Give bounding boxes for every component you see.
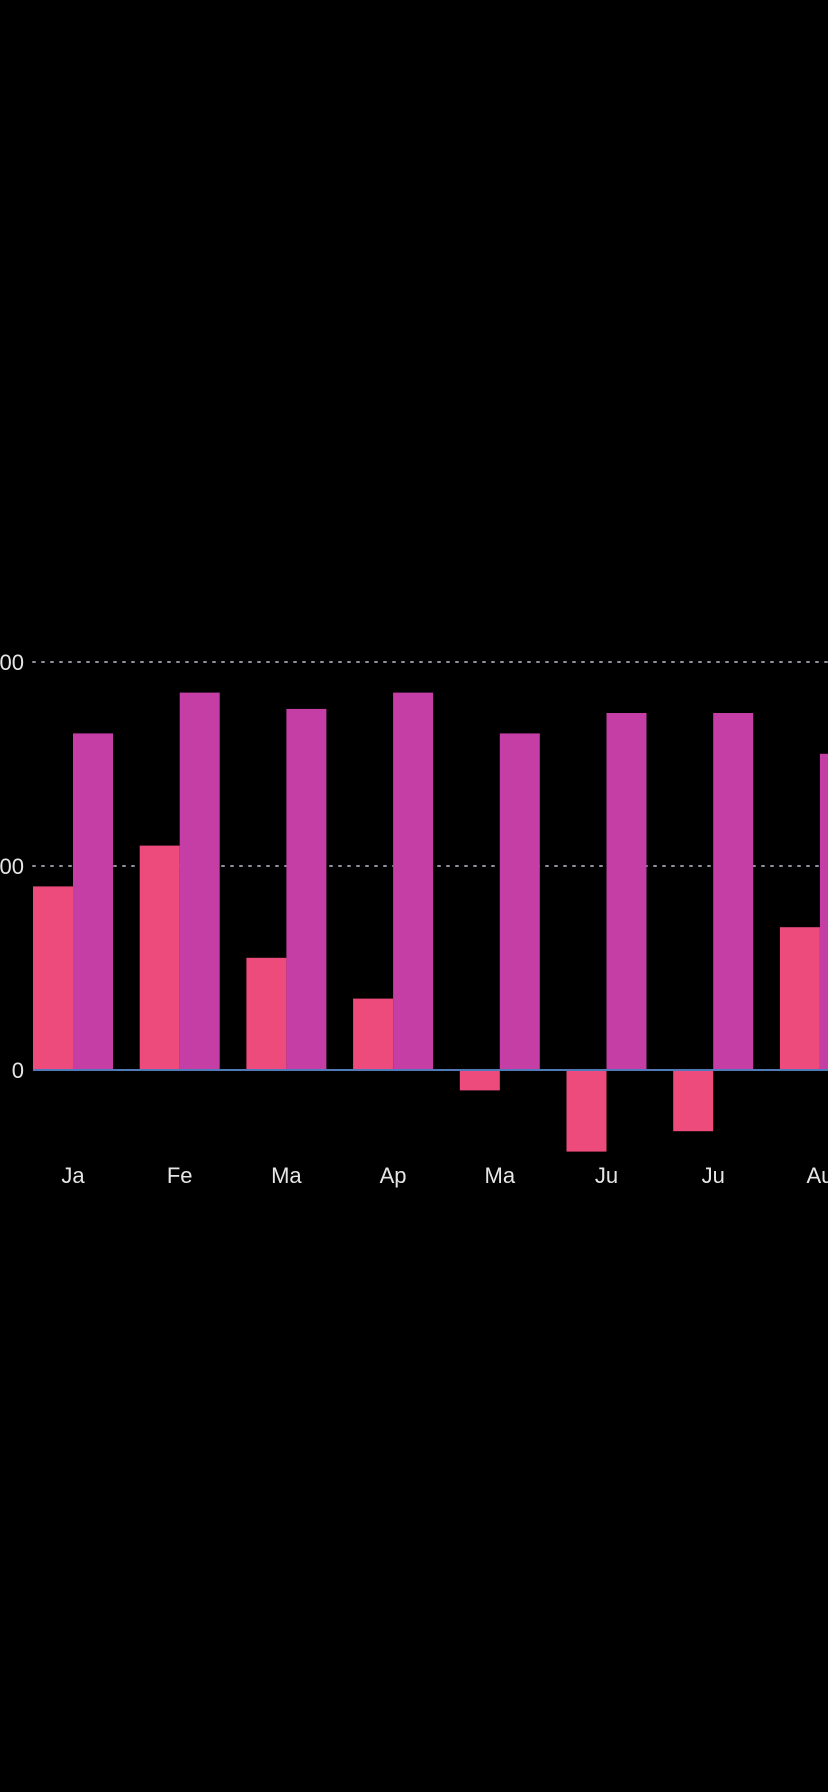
bar-series-1 — [33, 886, 73, 1070]
bar-series-1 — [779, 927, 820, 1070]
bar-series-2 — [819, 753, 828, 1070]
x-tick-label: Ma — [271, 1163, 302, 1188]
bar-series-1 — [459, 1070, 500, 1091]
bar-series-1 — [139, 845, 180, 1070]
x-tick-label: Ja — [61, 1163, 85, 1188]
y-tick-label: 0 — [12, 1058, 24, 1083]
bar-series-1 — [673, 1070, 714, 1132]
bars — [33, 692, 828, 1152]
x-tick-label: Ma — [485, 1163, 516, 1188]
bar-series-2 — [393, 692, 434, 1070]
x-tick-label: Ju — [702, 1163, 725, 1188]
y-tick-label: 00 — [0, 650, 24, 675]
x-tick-label: Ap — [380, 1163, 407, 1188]
x-tick-label: Au — [806, 1163, 828, 1188]
bar-series-1 — [246, 957, 287, 1070]
bar-series-1 — [566, 1070, 607, 1152]
bar-series-2 — [606, 713, 647, 1070]
bar-series-1 — [353, 998, 394, 1070]
bar-series-2 — [73, 733, 113, 1070]
bar-series-2 — [286, 708, 327, 1070]
bar-series-2 — [499, 733, 540, 1070]
x-tick-label: Fe — [167, 1163, 193, 1188]
x-tick-label: Ju — [595, 1163, 618, 1188]
bar-series-2 — [179, 692, 220, 1070]
y-tick-label: 00 — [0, 854, 24, 879]
bar-series-2 — [713, 713, 754, 1070]
